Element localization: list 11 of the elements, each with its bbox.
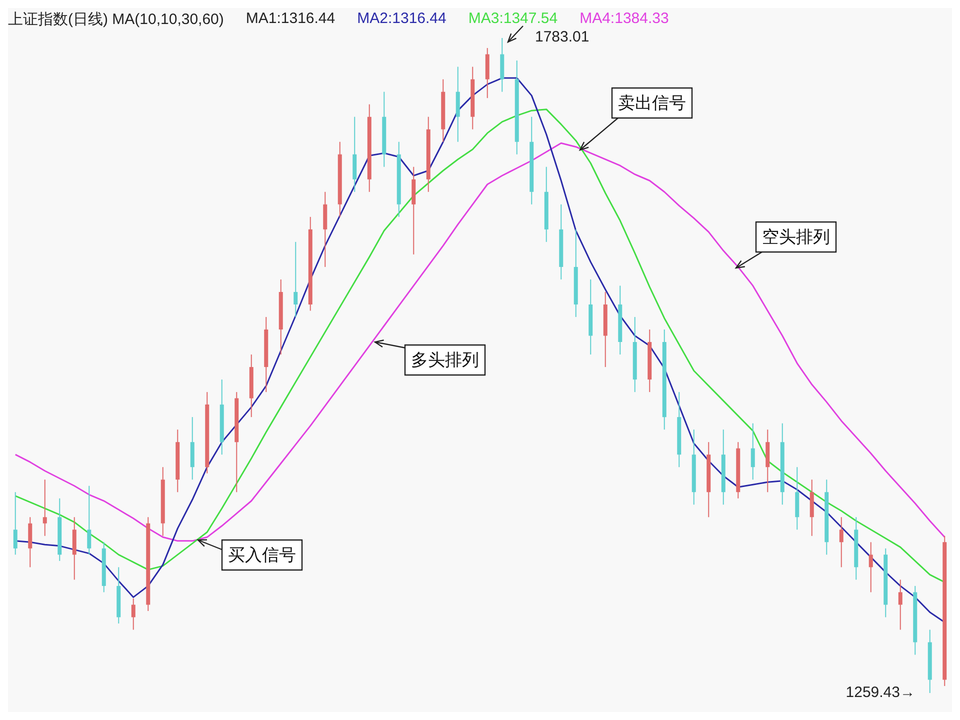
annotation: 多头排列: [411, 350, 479, 370]
annotation: 1259.43→: [846, 684, 915, 702]
annotation: 买入信号: [228, 545, 296, 566]
annotation: 空头排列: [762, 227, 830, 248]
text: MA2:1316.44: [357, 10, 446, 29]
annotation: 卖出信号: [618, 93, 686, 114]
chart-title: 上证指数(日线) MA(10,10,30,60): [8, 10, 224, 29]
text: MA4:1384.33: [580, 10, 669, 29]
annotation: 1783.01: [535, 28, 590, 46]
text: MA1:1316.44: [246, 10, 336, 29]
text: MA3:1347.54: [468, 10, 558, 29]
